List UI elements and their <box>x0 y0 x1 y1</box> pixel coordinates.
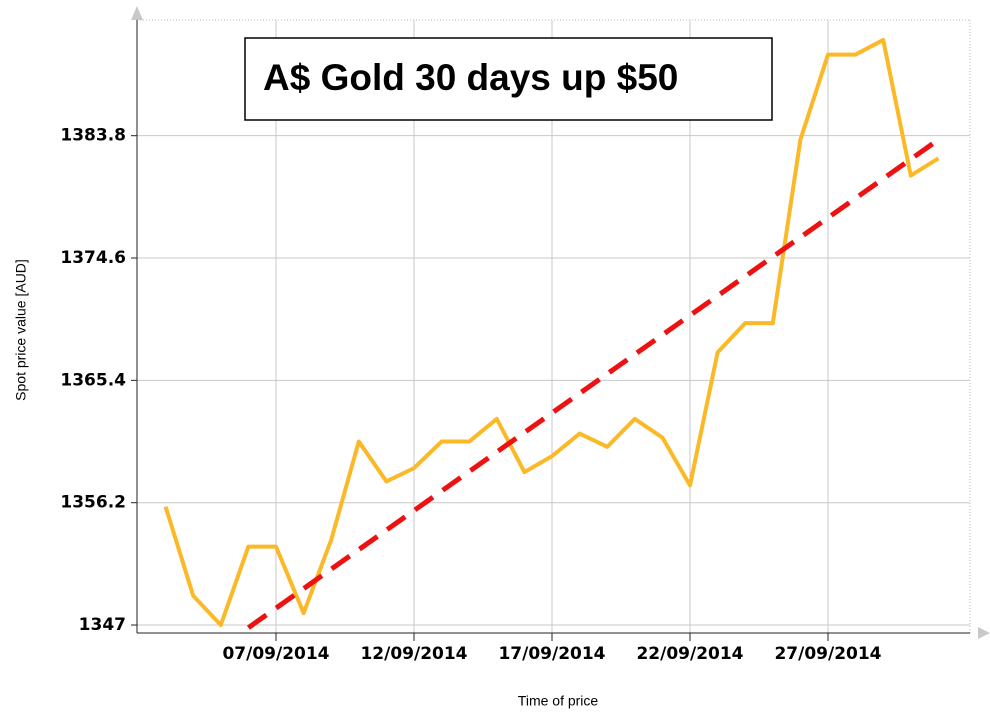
chart-title: A$ Gold 30 days up $50 <box>263 57 678 98</box>
x-axis-label: Time of price <box>518 693 599 709</box>
y-tick-label: 1347 <box>79 615 126 635</box>
x-axis-arrow <box>978 627 990 639</box>
y-axis-label: Spot price value [AUD] <box>13 259 29 401</box>
y-tick-label: 1383.8 <box>60 126 126 146</box>
y-tick-label: 1356.2 <box>60 493 126 513</box>
y-tick-label: 1374.6 <box>60 248 126 268</box>
price-line <box>163 37 940 628</box>
x-tick-label: 07/09/2014 <box>222 644 329 664</box>
y-axis-arrow <box>131 6 143 20</box>
x-tick-label: 22/09/2014 <box>636 644 743 664</box>
x-tick-label: 17/09/2014 <box>498 644 605 664</box>
annotation-box <box>244 37 773 121</box>
x-tick-label: 12/09/2014 <box>360 644 467 664</box>
trend-line <box>246 137 940 630</box>
y-tick-label: 1365.4 <box>60 370 126 390</box>
x-tick-label: 27/09/2014 <box>774 644 881 664</box>
